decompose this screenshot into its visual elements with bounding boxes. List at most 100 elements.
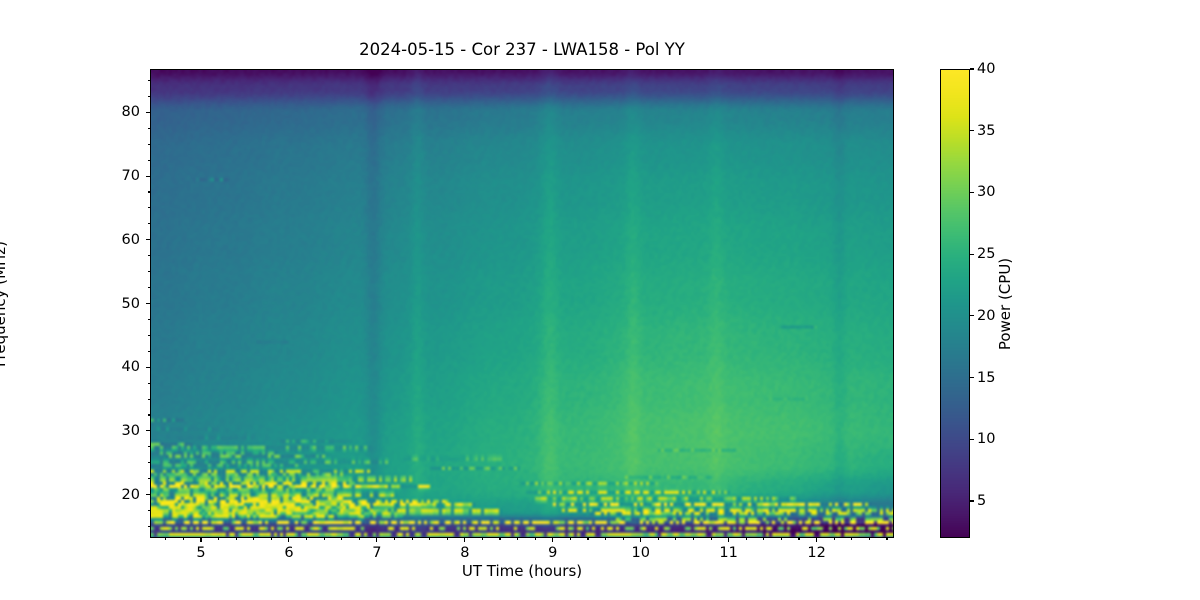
x-tick-minor	[569, 538, 571, 541]
x-tick-minor	[851, 538, 853, 541]
y-tick-label: 60	[121, 231, 140, 248]
x-tick-major	[200, 538, 202, 542]
x-tick-minor	[710, 538, 712, 541]
x-tick-major	[552, 538, 554, 542]
y-tick-label: 70	[121, 168, 140, 185]
y-tick-major	[146, 494, 150, 496]
x-tick-minor	[341, 538, 343, 541]
x-tick-minor	[587, 538, 589, 541]
y-tick-minor	[147, 255, 150, 257]
x-tick-minor	[218, 538, 220, 541]
colorbar-tick	[970, 377, 974, 379]
colorbar-tick	[970, 191, 974, 193]
y-tick-major	[146, 430, 150, 432]
colorbar-tick-label: 15	[977, 369, 996, 386]
x-tick-minor	[393, 538, 396, 541]
x-tick-minor	[235, 538, 237, 541]
x-tick-minor	[270, 538, 272, 541]
y-tick-minor	[147, 127, 150, 129]
y-tick-minor	[147, 414, 150, 416]
x-axis-label: UT Time (hours)	[461, 562, 583, 580]
y-tick-minor	[147, 223, 150, 225]
x-tick-label: 12	[807, 545, 826, 561]
colorbar-tick	[970, 130, 974, 132]
x-tick-minor	[604, 538, 607, 541]
y-axis-label: Frequency (MHz)	[0, 240, 9, 367]
x-tick-major	[288, 538, 290, 542]
y-tick-label: 30	[121, 422, 140, 439]
x-tick-minor	[429, 538, 431, 541]
colorbar-tick-label: 40	[977, 61, 996, 77]
colorbar-tick	[970, 438, 974, 440]
colorbar-tick-label: 10	[977, 431, 996, 448]
x-tick-minor	[358, 538, 360, 541]
y-tick-minor	[147, 446, 150, 448]
x-tick-label: 7	[372, 545, 382, 561]
x-tick-label: 9	[548, 545, 558, 561]
y-tick-minor	[147, 143, 150, 145]
y-tick-minor	[147, 510, 150, 512]
y-tick-minor	[147, 191, 150, 193]
colorbar-tick-label: 35	[977, 122, 996, 139]
y-tick-major	[146, 239, 150, 241]
colorbar-tick-label: 20	[977, 307, 996, 324]
y-tick-minor	[147, 478, 150, 480]
x-tick-major	[376, 538, 378, 542]
colorbar-label: Power (CPU)	[996, 257, 1014, 350]
x-tick-major	[464, 538, 466, 542]
x-tick-minor	[411, 538, 413, 541]
y-tick-label: 20	[121, 486, 140, 503]
y-tick-minor	[147, 382, 150, 384]
y-tick-minor	[147, 95, 150, 97]
colorbar-tick	[970, 500, 974, 502]
y-tick-minor	[147, 525, 150, 528]
y-tick-label: 50	[121, 295, 140, 312]
x-tick-minor	[868, 538, 870, 541]
y-tick-major	[146, 111, 150, 113]
y-tick-label: 40	[121, 359, 140, 376]
spectrogram-axes[interactable]	[150, 69, 894, 538]
colorbar[interactable]	[940, 69, 970, 538]
colorbar-tick	[970, 315, 974, 317]
colorbar-tick	[970, 253, 974, 255]
x-tick-minor	[305, 538, 308, 541]
x-tick-major	[816, 538, 818, 542]
y-tick-minor	[147, 334, 150, 336]
x-tick-minor	[534, 538, 536, 541]
y-tick-major	[146, 366, 150, 368]
x-tick-minor	[798, 538, 800, 541]
x-tick-minor	[886, 538, 888, 541]
x-tick-major	[640, 538, 642, 542]
colorbar-tick-label: 5	[977, 492, 987, 509]
x-tick-minor	[253, 538, 255, 541]
x-tick-label: 5	[196, 545, 206, 561]
page-title: 2024-05-15 - Cor 237 - LWA158 - Pol YY	[359, 40, 685, 59]
x-tick-minor	[780, 538, 782, 541]
x-tick-minor	[446, 538, 448, 541]
y-tick-minor	[147, 287, 150, 289]
spectrogram-image	[151, 70, 893, 537]
colorbar-tick-label: 25	[977, 246, 996, 263]
x-tick-minor	[499, 538, 501, 541]
x-tick-label: 11	[719, 545, 738, 561]
y-tick-minor	[147, 398, 150, 400]
y-tick-minor	[147, 350, 150, 352]
x-tick-minor	[763, 538, 765, 541]
y-tick-minor	[147, 207, 150, 209]
x-tick-minor	[622, 538, 624, 541]
y-tick-major	[146, 175, 150, 177]
y-tick-minor	[147, 462, 150, 464]
y-tick-major	[146, 302, 150, 305]
colorbar-tick-label: 30	[977, 184, 996, 201]
colorbar-gradient	[941, 70, 969, 537]
colorbar-tick	[970, 68, 974, 70]
x-tick-minor	[323, 538, 325, 541]
x-tick-label: 6	[284, 545, 294, 561]
x-tick-minor	[745, 538, 747, 541]
y-tick-minor	[147, 271, 150, 273]
y-tick-minor	[147, 159, 150, 161]
y-tick-minor	[147, 79, 150, 81]
x-tick-minor	[182, 538, 184, 541]
x-tick-minor	[481, 538, 483, 541]
